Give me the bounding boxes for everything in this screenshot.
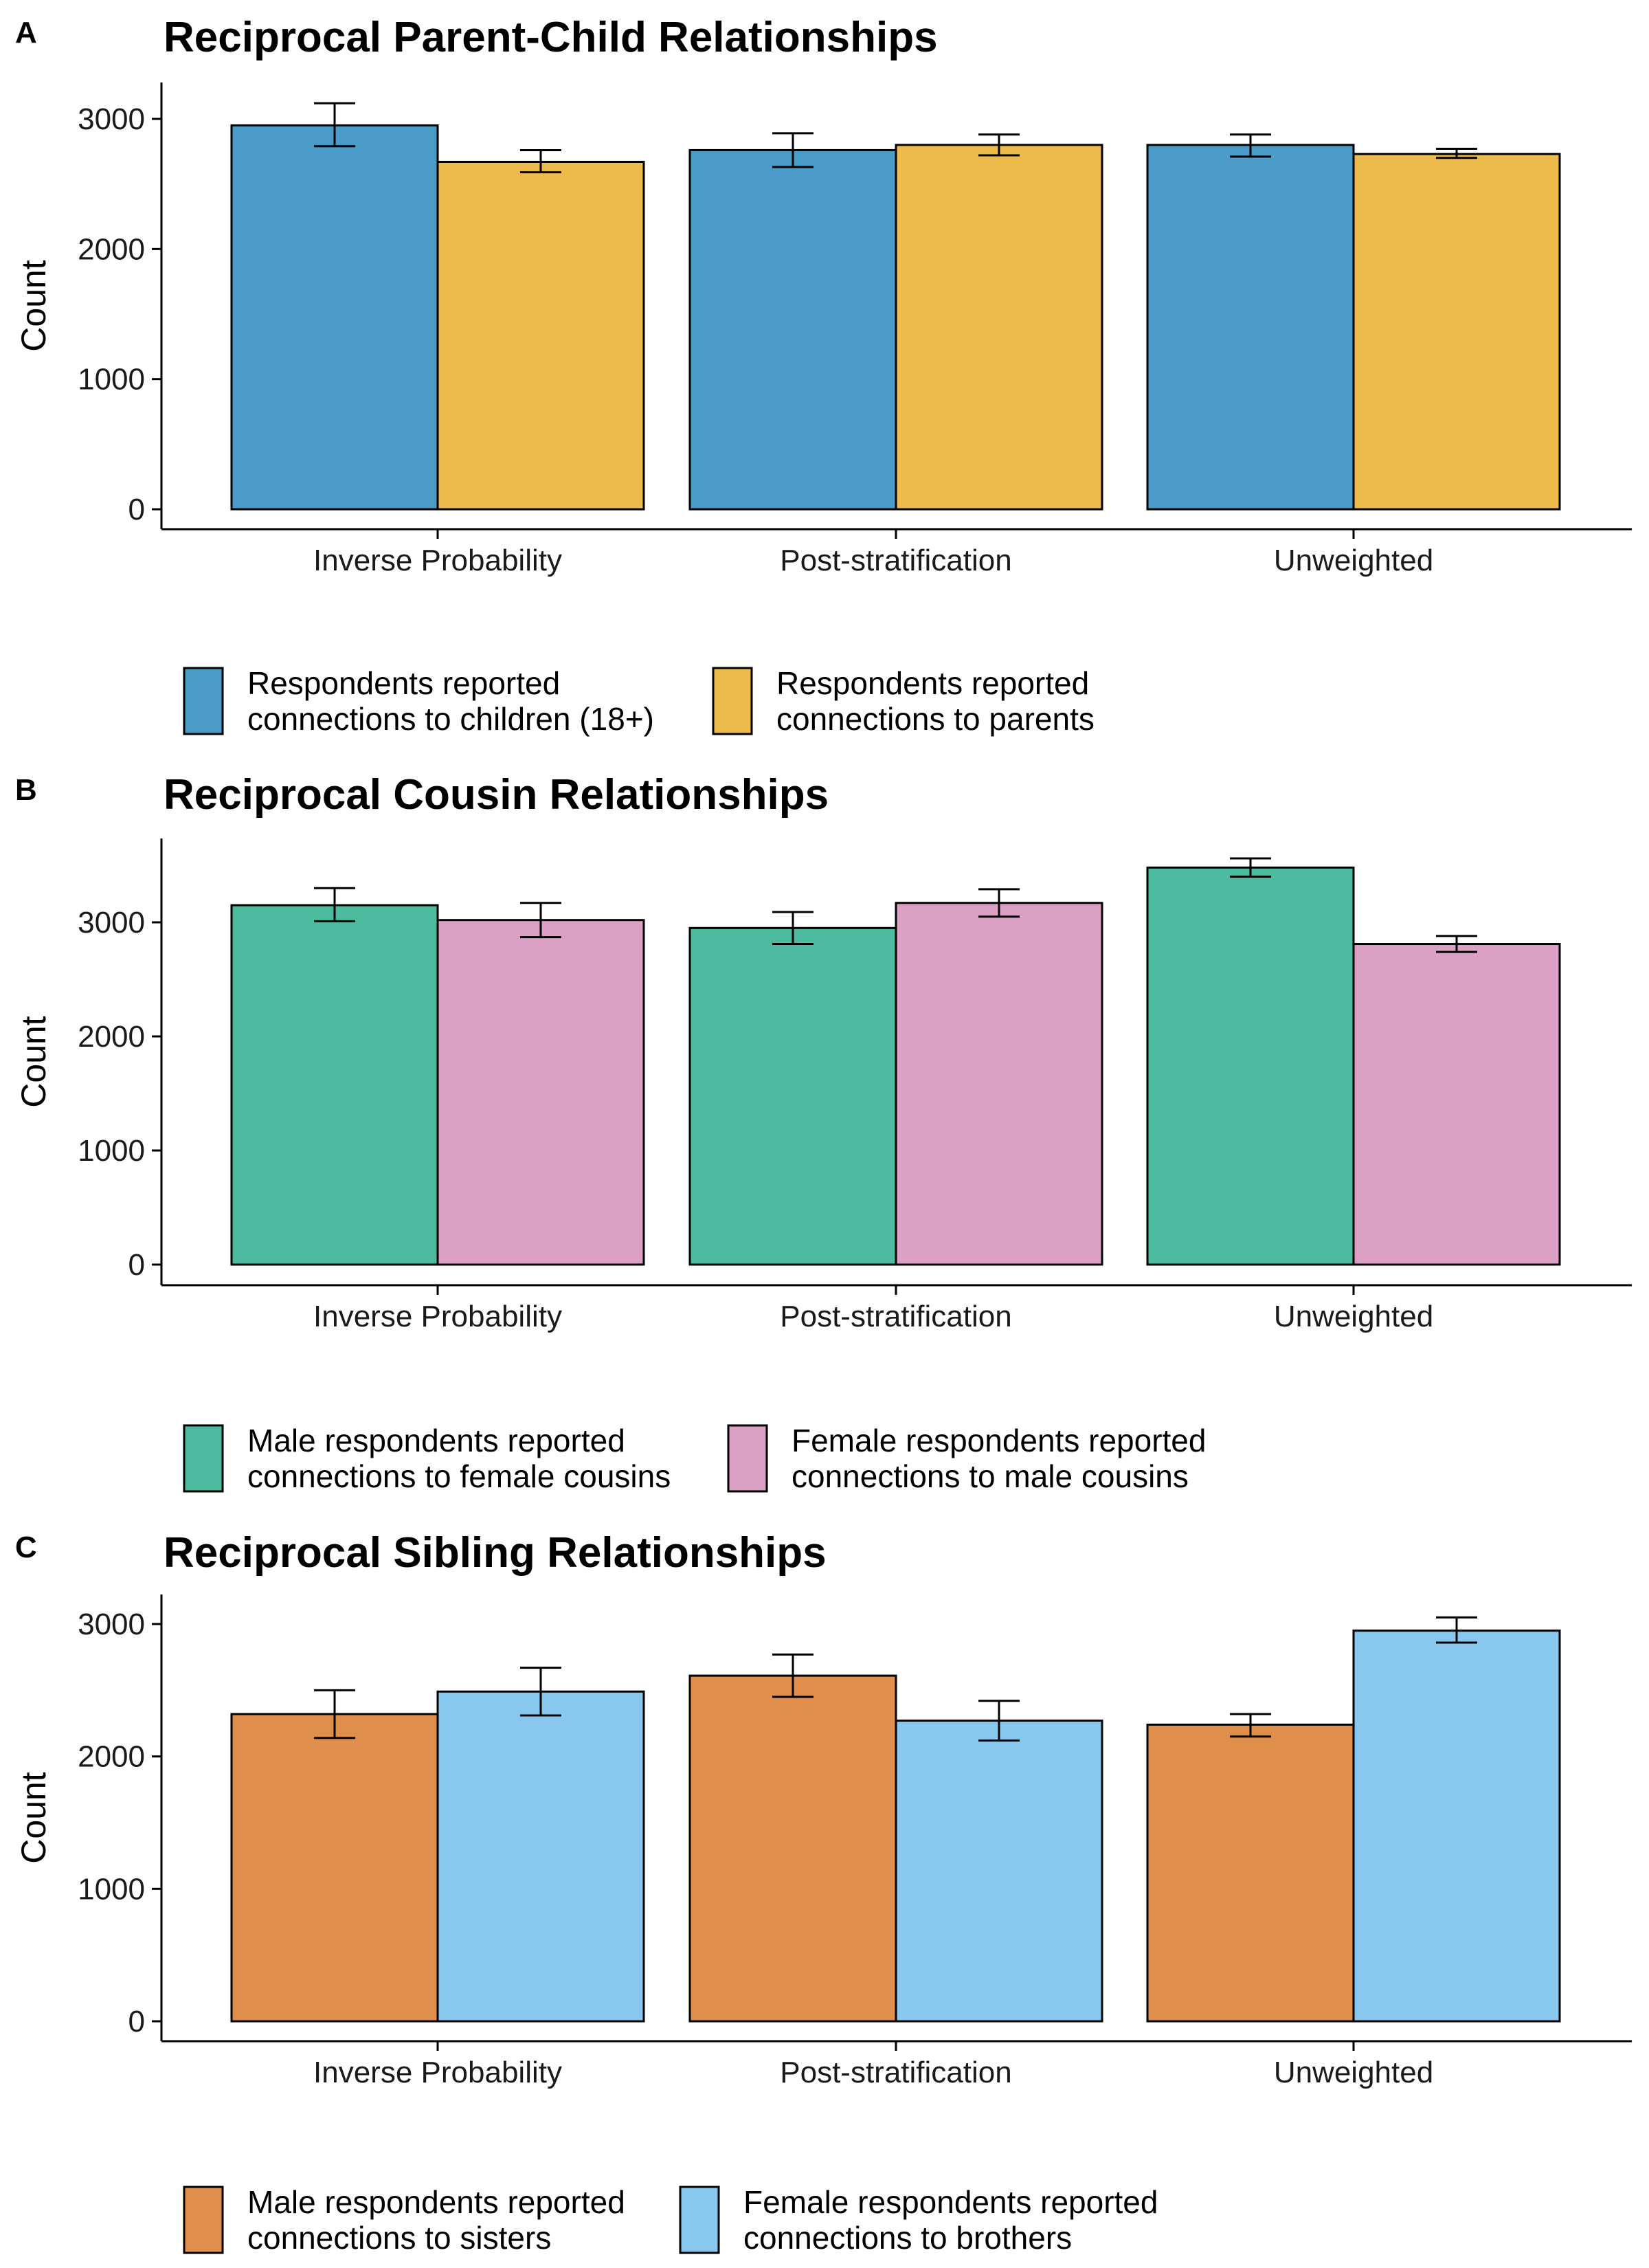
legend-label: connections to parents: [776, 701, 1095, 737]
legend-swatch: [727, 1424, 768, 1493]
x-tick-label: Inverse Probability: [313, 1300, 562, 1333]
x-tick-label: Inverse Probability: [313, 544, 562, 577]
bar: [688, 926, 897, 1266]
legend-label: connections to brothers: [743, 2220, 1072, 2256]
legend-label: Male respondents reported: [247, 2184, 625, 2220]
panel-letter: C: [15, 1531, 37, 1564]
bar: [1352, 1630, 1561, 2023]
bar: [895, 902, 1103, 1266]
chart-title: Reciprocal Parent-Child Relationships: [164, 14, 938, 61]
legend-label: connections to sisters: [247, 2220, 551, 2256]
bar: [230, 1713, 439, 2023]
panel-letter: A: [15, 16, 37, 49]
x-tick-label: Inverse Probability: [313, 2056, 562, 2089]
chart-title: Reciprocal Sibling Relationships: [164, 1529, 827, 1577]
bar: [230, 124, 439, 511]
y-tick-label: 3000: [78, 102, 145, 136]
bar: [436, 1690, 645, 2023]
y-tick-label: 3000: [78, 906, 145, 940]
legend-label: connections to children (18+): [247, 701, 654, 737]
legend-swatch: [712, 667, 753, 735]
y-tick-label: 1000: [78, 363, 145, 397]
y-axis-title: Count: [14, 1016, 53, 1108]
chart-title: Reciprocal Cousin Relationships: [164, 771, 829, 819]
panel-letter: B: [15, 773, 37, 807]
legend-swatch: [183, 667, 224, 735]
legend-label: connections to male cousins: [792, 1458, 1189, 1494]
bar: [436, 160, 645, 511]
legend-label: Female respondents reported: [743, 2184, 1158, 2220]
legend-label: connections to female cousins: [247, 1458, 671, 1494]
bar: [688, 1674, 897, 2023]
y-tick-label: 3000: [78, 1608, 145, 1641]
x-tick-label: Post-stratification: [780, 544, 1011, 577]
legend-label: Female respondents reported: [792, 1423, 1206, 1458]
bar: [1352, 943, 1561, 1266]
panel-b: B Reciprocal Cousin Relationships 0 1000 200…: [14, 771, 1632, 1494]
x-tick-label: Unweighted: [1274, 2056, 1433, 2089]
y-axis-title: Count: [14, 1772, 53, 1864]
legend-label: Male respondents reported: [247, 1423, 625, 1458]
bar: [1146, 144, 1355, 511]
bar: [895, 144, 1103, 511]
bar: [895, 1720, 1103, 2023]
legend-label: Respondents reported: [247, 665, 560, 701]
bar: [230, 904, 439, 1266]
bar: [688, 148, 897, 511]
panel-a: A Reciprocal Parent-Child Relationships 0 1…: [14, 14, 1632, 737]
y-tick-label: 2000: [78, 1740, 145, 1774]
x-tick-label: Unweighted: [1274, 1300, 1433, 1333]
bar: [436, 919, 645, 1266]
y-tick-label: 0: [128, 1248, 145, 1282]
legend-swatch: [183, 1424, 224, 1493]
bar: [1146, 1723, 1355, 2023]
panel-c: C Reciprocal Sibling Relationships 0 1000 20…: [14, 1529, 1632, 2256]
x-tick-label: Unweighted: [1274, 544, 1433, 577]
y-tick-label: 0: [128, 493, 145, 526]
y-tick-label: 1000: [78, 1134, 145, 1168]
y-tick-label: 2000: [78, 1020, 145, 1054]
y-axis-title: Count: [14, 260, 53, 352]
y-tick-label: 0: [128, 2005, 145, 2038]
x-tick-label: Post-stratification: [780, 2056, 1011, 2089]
legend-swatch: [679, 2186, 720, 2254]
y-tick-label: 2000: [78, 232, 145, 266]
x-tick-label: Post-stratification: [780, 1300, 1011, 1333]
legend-label: Respondents reported: [776, 665, 1089, 701]
bar: [1146, 866, 1355, 1266]
legend-swatch: [183, 2186, 224, 2254]
bar: [1352, 153, 1561, 511]
y-tick-label: 1000: [78, 1872, 145, 1906]
